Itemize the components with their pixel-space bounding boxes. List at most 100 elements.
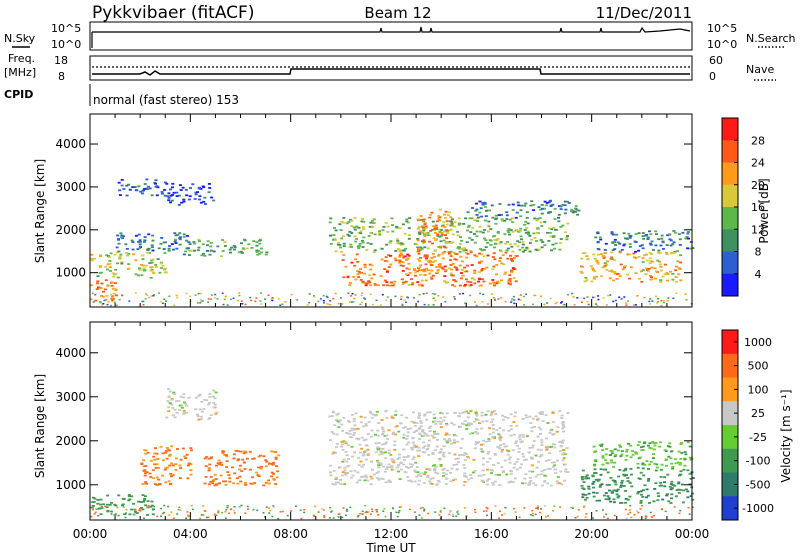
scatter-cell bbox=[187, 241, 191, 244]
scatter-cell bbox=[498, 447, 502, 450]
scatter-cell bbox=[143, 469, 147, 471]
scatter-cell bbox=[138, 267, 142, 270]
scatter-cell bbox=[536, 448, 540, 451]
scatter-cell bbox=[355, 225, 359, 228]
x-tick-label: 16:00 bbox=[474, 527, 509, 541]
scatter-cell bbox=[356, 273, 360, 276]
ground-scatter-cell bbox=[338, 513, 341, 515]
scatter-cell bbox=[640, 270, 643, 273]
scatter-cell bbox=[656, 499, 660, 502]
scatter-cell bbox=[221, 239, 224, 241]
scatter-cell bbox=[115, 294, 118, 297]
scatter-cell bbox=[512, 268, 516, 271]
scatter-cell bbox=[414, 430, 418, 432]
scatter-cell bbox=[519, 227, 523, 230]
scatter-cell bbox=[503, 219, 507, 222]
scatter-cell bbox=[344, 473, 348, 476]
ground-scatter-cell bbox=[252, 508, 255, 511]
ground-scatter-cell bbox=[313, 515, 315, 517]
scatter-cell bbox=[587, 487, 591, 490]
scatter-cell bbox=[675, 489, 679, 491]
scatter-cell bbox=[656, 492, 660, 495]
scatter-cell bbox=[562, 426, 566, 428]
scatter-cell bbox=[604, 453, 608, 456]
scatter-cell bbox=[524, 482, 528, 485]
scatter-cell bbox=[479, 230, 483, 233]
ground-scatter-cell bbox=[377, 514, 380, 516]
scatter-cell bbox=[197, 187, 201, 190]
scatter-cell bbox=[445, 473, 448, 476]
scatter-cell bbox=[495, 263, 499, 266]
scatter-cell bbox=[464, 283, 467, 286]
scatter-cell bbox=[641, 467, 645, 470]
scatter-cell bbox=[502, 443, 506, 445]
scatter-cell bbox=[221, 250, 225, 252]
scatter-cell bbox=[483, 229, 487, 231]
scatter-cell bbox=[540, 413, 544, 416]
ground-scatter-cell bbox=[344, 514, 347, 516]
scatter-cell bbox=[540, 225, 544, 227]
scatter-cell bbox=[370, 429, 374, 432]
x-tick-label: 04:00 bbox=[173, 527, 208, 541]
ground-scatter-cell bbox=[687, 506, 690, 509]
scatter-cell bbox=[482, 255, 486, 258]
scatter-cell bbox=[598, 486, 602, 488]
scatter-cell bbox=[365, 282, 369, 285]
scatter-cell bbox=[390, 281, 394, 284]
scatter-cell bbox=[511, 209, 515, 211]
scatter-cell bbox=[477, 216, 480, 219]
scatter-cell bbox=[185, 453, 189, 456]
ground-scatter-cell bbox=[353, 297, 356, 300]
scatter-cell bbox=[596, 262, 600, 265]
scatter-cell bbox=[609, 450, 613, 452]
scatter-cell bbox=[258, 242, 262, 245]
scatter-cell bbox=[409, 466, 413, 468]
scatter-cell bbox=[120, 262, 124, 265]
scatter-cell bbox=[159, 445, 163, 448]
scatter-cell bbox=[364, 422, 368, 425]
scatter-cell bbox=[428, 411, 432, 414]
scatter-cell bbox=[438, 264, 442, 267]
scatter-cell bbox=[516, 245, 520, 248]
scatter-cell bbox=[361, 246, 365, 248]
scatter-cell bbox=[109, 252, 113, 255]
scatter-cell bbox=[659, 279, 663, 281]
ground-scatter-cell bbox=[666, 300, 669, 302]
colorbar-segment bbox=[722, 184, 738, 208]
ground-scatter-cell bbox=[497, 298, 500, 300]
scatter-cell bbox=[449, 250, 453, 253]
scatter-cell bbox=[425, 448, 429, 451]
scatter-cell bbox=[545, 204, 549, 207]
scatter-cell bbox=[338, 244, 342, 246]
scatter-cell bbox=[595, 492, 599, 494]
ground-scatter-cell bbox=[185, 292, 188, 295]
ground-scatter-cell bbox=[200, 514, 203, 516]
scatter-cell bbox=[114, 268, 118, 271]
scatter-cell bbox=[595, 499, 599, 502]
scatter-cell bbox=[561, 459, 565, 462]
scatter-cell bbox=[533, 237, 537, 239]
scatter-cell bbox=[666, 473, 670, 476]
scatter-cell bbox=[417, 446, 421, 449]
scatter-cell bbox=[581, 487, 585, 490]
scatter-cell bbox=[422, 441, 426, 444]
scatter-cell bbox=[371, 413, 375, 416]
scatter-cell bbox=[171, 464, 175, 467]
scatter-cell bbox=[369, 232, 373, 235]
scatter-cell bbox=[168, 464, 172, 467]
scatter-cell bbox=[566, 222, 570, 225]
scatter-cell bbox=[471, 471, 475, 474]
scatter-cell bbox=[402, 459, 406, 461]
scatter-cell bbox=[421, 226, 425, 229]
scatter-cell bbox=[549, 429, 553, 432]
ground-scatter-cell bbox=[213, 296, 216, 299]
noise-tick-high-right: 10^5 bbox=[707, 22, 737, 35]
ground-scatter-cell bbox=[227, 505, 230, 507]
ground-scatter-cell bbox=[685, 299, 688, 301]
scatter-cell bbox=[214, 391, 218, 394]
scatter-cell bbox=[654, 230, 658, 233]
scatter-cell bbox=[194, 191, 198, 194]
scatter-cell bbox=[663, 273, 667, 276]
scatter-cell bbox=[361, 281, 365, 284]
scatter-cell bbox=[247, 243, 251, 246]
